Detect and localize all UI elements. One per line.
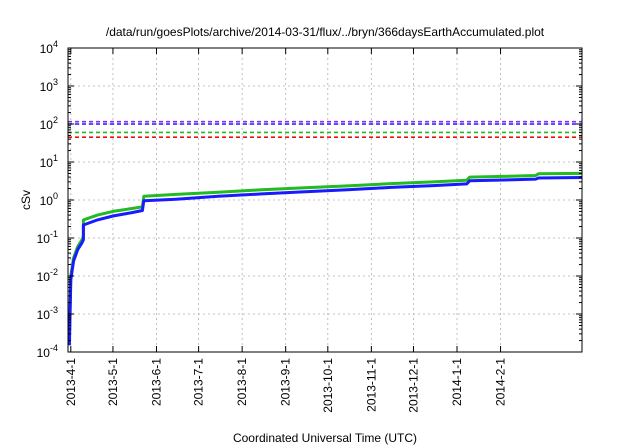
x-tick-label: 2013-10-1 (321, 358, 335, 413)
x-tick-label: 2013-4-1 (64, 358, 78, 406)
x-tick-label: 2013-5-1 (106, 358, 120, 406)
x-tick-label: 2013-6-1 (149, 358, 163, 406)
y-axis-label: cSv (19, 190, 33, 210)
x-tick-label: 2013-8-1 (235, 358, 249, 406)
chart-title: /data/run/goesPlots/archive/2014-03-31/f… (106, 25, 545, 39)
x-tick-label: 2014-1-1 (450, 358, 464, 406)
x-axis: 2013-4-1 2013-5-1 2013-6-1 2013-7-1 2013-8-1… (64, 48, 508, 413)
series-line (67, 176, 583, 346)
x-axis-label: Coordinated Universal Time (UTC) (233, 431, 417, 445)
x-tick-label: 2013-12-1 (406, 358, 420, 413)
x-tick-label: 2014-2-1 (494, 358, 508, 406)
x-tick-label: 2013-9-1 (279, 358, 293, 406)
x-tick-label: 2013-7-1 (192, 358, 206, 406)
reference-lines (68, 120, 582, 138)
series-lines (67, 171, 583, 346)
x-tick-label: 2013-11-1 (364, 358, 378, 412)
